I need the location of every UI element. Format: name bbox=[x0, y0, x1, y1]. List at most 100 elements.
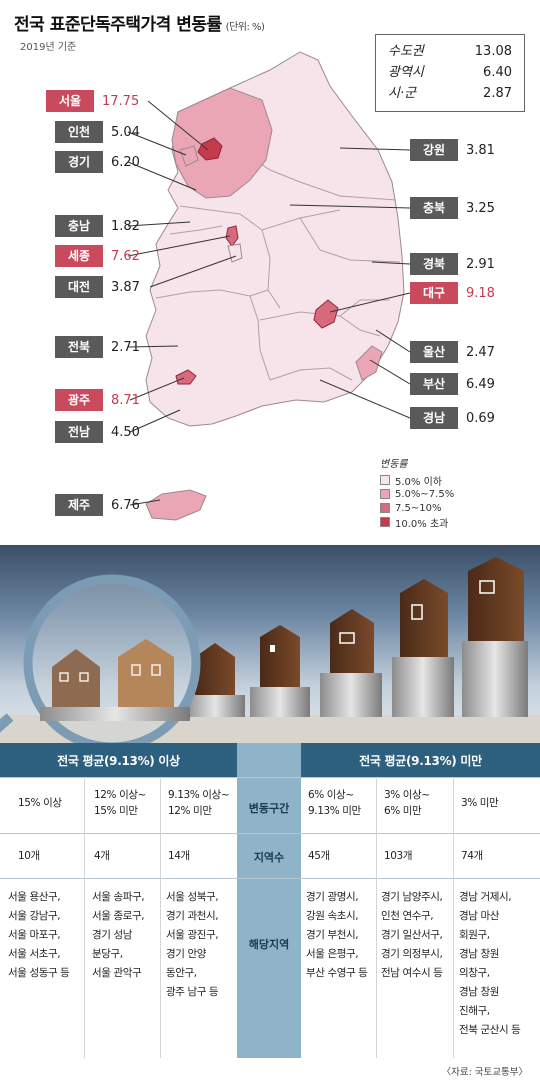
region-name: 전남 bbox=[55, 421, 103, 443]
count-cell: 45개 bbox=[308, 850, 330, 862]
page-title: 전국 표준단독주택가격 변동률 (단위: %) bbox=[14, 10, 265, 35]
summary-value: 6.40 bbox=[483, 65, 512, 80]
count-cell: 14개 bbox=[168, 850, 190, 862]
range-cell: 9.13% 이상~ 12% 미만 bbox=[168, 789, 230, 817]
region-name: 세종 bbox=[55, 245, 103, 267]
region-value: 6.49 bbox=[466, 376, 495, 392]
legend-swatch bbox=[380, 503, 390, 513]
region-value: 17.75 bbox=[102, 93, 140, 109]
region-value: 2.47 bbox=[466, 344, 495, 360]
region-value: 2.91 bbox=[466, 256, 495, 272]
title-text: 전국 표준단독주택가격 변동률 bbox=[14, 15, 222, 35]
legend-label: 7.5~10% bbox=[395, 502, 442, 514]
region-value: 6.76 bbox=[111, 497, 140, 513]
label-gwangju: 광주 8.71 bbox=[55, 389, 140, 411]
region-value: 4.50 bbox=[111, 424, 140, 440]
stats-table: 전국 평균(9.13%) 이상 전국 평균(9.13%) 미만 변동구간 지역수… bbox=[0, 743, 540, 1058]
label-jeonnam: 전남 4.50 bbox=[55, 421, 140, 443]
source-note: 〈자료: 국토교통부〉 bbox=[441, 1067, 528, 1078]
legend-title: 변동률 bbox=[380, 459, 408, 470]
subtitle: 2019년 기준 bbox=[20, 42, 77, 53]
label-seoul: 서울 17.75 bbox=[46, 90, 139, 112]
region-name: 경북 bbox=[410, 253, 458, 275]
range-cell: 15% 이상 bbox=[18, 797, 62, 809]
legend-swatch bbox=[380, 489, 390, 499]
label-daejeon: 대전 3.87 bbox=[55, 276, 140, 298]
region-name: 서울 bbox=[46, 90, 94, 112]
legend-item: 5.0%~7.5% bbox=[380, 487, 454, 501]
region-name: 충남 bbox=[55, 215, 103, 237]
region-gwangju bbox=[175, 369, 197, 385]
region-name: 부산 bbox=[410, 373, 458, 395]
regions-cell: 서울 용산구, 서울 강남구, 서울 마포구, 서울 서초구, 서울 성동구 등 bbox=[8, 891, 70, 979]
col-divider bbox=[453, 777, 454, 1058]
col-divider bbox=[376, 777, 377, 1058]
region-value: 5.04 bbox=[111, 124, 140, 140]
region-name: 충북 bbox=[410, 197, 458, 219]
region-value: 2.71 bbox=[111, 339, 140, 355]
legend-label: 10.0% 초과 bbox=[395, 518, 449, 530]
region-name: 광주 bbox=[55, 389, 103, 411]
regions-cell: 경기 광명시, 강원 속초시, 경기 부천시, 서울 은평구, 부산 수영구 등 bbox=[306, 891, 368, 979]
label-chungbuk: 충북 3.25 bbox=[410, 197, 495, 219]
region-incheon bbox=[179, 145, 199, 167]
region-name: 대전 bbox=[55, 276, 103, 298]
row-label-count: 지역수 bbox=[253, 851, 285, 864]
label-chungnam: 충남 1.82 bbox=[55, 215, 140, 237]
label-gyeonggi: 경기 6.20 bbox=[55, 151, 140, 173]
region-name: 경남 bbox=[410, 407, 458, 429]
region-busan bbox=[355, 345, 383, 381]
label-ulsan: 울산 2.47 bbox=[410, 341, 495, 363]
region-name: 울산 bbox=[410, 341, 458, 363]
range-cell: 3% 미만 bbox=[461, 797, 499, 809]
label-gyeongbuk: 경북 2.91 bbox=[410, 253, 495, 275]
label-gangwon: 강원 3.81 bbox=[410, 139, 495, 161]
table-middle-column bbox=[237, 743, 301, 1058]
row-divider bbox=[0, 833, 540, 834]
table-header-above: 전국 평균(9.13%) 이상 bbox=[0, 743, 237, 777]
legend-swatch bbox=[380, 517, 390, 527]
col-divider bbox=[160, 777, 161, 1058]
summary-row-city: 시·군 2.87 bbox=[388, 83, 512, 104]
region-value: 0.69 bbox=[466, 410, 495, 426]
legend-item: 5.0% 이하 bbox=[380, 473, 454, 488]
regions-cell: 경남 거제시, 경남 마산 회원구, 경남 창원 의창구, 경남 창원 진해구,… bbox=[459, 891, 521, 1036]
regions-cell: 경기 남양주시, 인천 연수구, 경기 일산서구, 경기 의정부시, 전남 여수… bbox=[381, 891, 443, 979]
label-busan: 부산 6.49 bbox=[410, 373, 495, 395]
legend-label: 5.0% 이하 bbox=[395, 476, 442, 488]
label-gyeongnam: 경남 0.69 bbox=[410, 407, 495, 429]
count-cell: 74개 bbox=[461, 850, 483, 862]
label-incheon: 인천 5.04 bbox=[55, 121, 140, 143]
count-cell: 10개 bbox=[18, 850, 40, 862]
label-daegu: 대구 9.18 bbox=[410, 282, 495, 304]
region-daegu bbox=[313, 299, 339, 329]
legend-label: 5.0%~7.5% bbox=[395, 488, 455, 500]
region-jeju bbox=[145, 489, 207, 521]
col-divider bbox=[84, 777, 85, 1058]
count-cell: 4개 bbox=[94, 850, 110, 862]
region-value: 3.25 bbox=[466, 200, 495, 216]
region-value: 8.71 bbox=[111, 392, 140, 408]
unit-label: (단위: %) bbox=[225, 22, 265, 33]
region-name: 강원 bbox=[410, 139, 458, 161]
summary-box: 수도권 13.08 광역시 6.40 시·군 2.87 bbox=[375, 34, 525, 112]
summary-row-capital: 수도권 13.08 bbox=[388, 41, 512, 62]
row-label-range: 변동구간 bbox=[248, 802, 290, 815]
label-jeonbuk: 전북 2.71 bbox=[55, 336, 140, 358]
region-name: 제주 bbox=[55, 494, 103, 516]
region-value: 7.62 bbox=[111, 248, 140, 264]
summary-name: 시·군 bbox=[388, 86, 417, 101]
range-cell: 6% 이상~ 9.13% 미만 bbox=[308, 789, 361, 817]
regions-cell: 서울 송파구, 서울 종로구, 경기 성남 분당구, 서울 관악구 bbox=[92, 891, 145, 979]
legend-swatch bbox=[380, 475, 390, 485]
label-sejong: 세종 7.62 bbox=[55, 245, 140, 267]
table-header-below: 전국 평균(9.13%) 미만 bbox=[301, 743, 540, 777]
summary-name: 수도권 bbox=[388, 44, 424, 59]
region-gyeonggi bbox=[171, 87, 273, 199]
region-name: 대구 bbox=[410, 282, 458, 304]
korea-map bbox=[127, 51, 411, 521]
row-label-regions: 해당지역 bbox=[248, 938, 290, 951]
summary-value: 13.08 bbox=[474, 44, 512, 59]
region-value: 9.18 bbox=[466, 285, 495, 301]
region-name: 인천 bbox=[55, 121, 103, 143]
